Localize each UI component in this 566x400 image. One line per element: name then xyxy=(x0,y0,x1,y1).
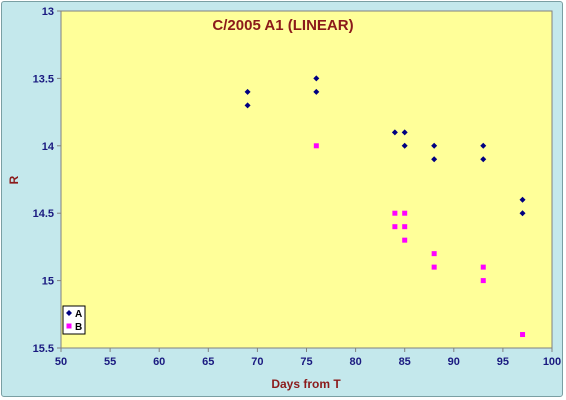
data-point-a xyxy=(519,196,526,203)
data-point-b xyxy=(402,224,408,230)
chart-title: C/2005 A1 (LINEAR) xyxy=(212,17,353,34)
legend-marker-a xyxy=(66,310,72,316)
legend: AB xyxy=(62,305,86,335)
x-tick-label: 65 xyxy=(202,356,214,368)
x-tick-label: 60 xyxy=(153,356,165,368)
data-point-a xyxy=(480,156,487,163)
y-tick-label: 13.5 xyxy=(33,73,54,85)
legend-marker-b xyxy=(66,323,72,329)
data-point-b xyxy=(402,237,408,243)
data-point-b xyxy=(480,278,486,284)
data-point-a xyxy=(313,75,320,82)
plot-area xyxy=(60,10,553,349)
x-axis-label: Days from T xyxy=(271,377,341,391)
x-tick-label: 90 xyxy=(448,356,460,368)
data-point-a xyxy=(519,210,526,217)
data-point-b xyxy=(402,210,408,216)
data-point-b xyxy=(431,251,437,257)
legend-label-b: B xyxy=(75,322,82,333)
data-point-a xyxy=(431,156,438,163)
data-point-b xyxy=(480,264,486,270)
data-point-a xyxy=(244,102,251,109)
data-point-b xyxy=(313,143,319,149)
data-point-a xyxy=(401,142,408,149)
x-tick-label: 85 xyxy=(399,356,411,368)
data-point-a xyxy=(431,142,438,149)
data-point-a xyxy=(313,88,320,95)
data-point-a xyxy=(480,142,487,149)
data-point-b xyxy=(520,332,526,338)
y-tick-label: 14.5 xyxy=(33,208,54,220)
axis-ticks: 50 55 60 65 70 75 80 85 90 95 100 13 13.5 14 14.5 15 15.… xyxy=(33,6,562,368)
x-tick-label: 100 xyxy=(543,356,561,368)
data-point-a xyxy=(391,129,398,136)
data-point-a xyxy=(401,129,408,136)
data-marks xyxy=(244,75,526,338)
data-point-a xyxy=(244,88,251,95)
y-axis-label: R xyxy=(7,175,21,184)
x-tick-label: 50 xyxy=(55,356,67,368)
x-tick-label: 70 xyxy=(251,356,263,368)
y-tick-label: 15 xyxy=(42,276,54,288)
x-tick-label: 55 xyxy=(104,356,116,368)
x-tick-label: 75 xyxy=(300,356,312,368)
legend-label-a: A xyxy=(75,309,82,320)
y-tick-label: 14 xyxy=(42,141,55,153)
y-tick-label: 13 xyxy=(42,6,54,18)
x-tick-label: 80 xyxy=(349,356,361,368)
data-point-b xyxy=(392,224,398,230)
data-point-b xyxy=(392,210,398,216)
data-point-b xyxy=(431,264,437,270)
y-tick-label: 15.5 xyxy=(33,343,54,355)
x-tick-label: 95 xyxy=(497,356,509,368)
